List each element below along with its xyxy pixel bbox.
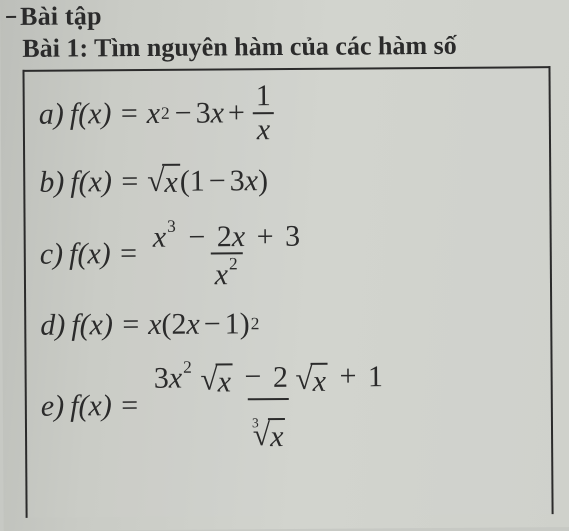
b-x: x	[245, 166, 259, 196]
c-frac: x3 − 2x + 3 x2	[149, 216, 305, 292]
item-b-label: b)	[39, 167, 64, 197]
item-a-label: a)	[39, 99, 64, 129]
d-op: −	[204, 309, 221, 339]
section-heading-text: Bài tập	[20, 1, 102, 31]
e-cbrt-rad: x	[268, 418, 286, 453]
a-frac: 1 x	[252, 80, 275, 145]
c-op1: −	[188, 220, 205, 253]
a-frac-den: x	[253, 112, 275, 146]
heading-dash	[6, 16, 16, 18]
c-x-pow: 3	[167, 216, 176, 236]
b-surd: √	[147, 164, 165, 199]
d-open: (2	[161, 309, 186, 339]
problem-box: a) f(x) = x2 − 3x + 1 x b) f(x) = √ x (1…	[22, 66, 553, 518]
d-close: 1)	[225, 309, 250, 339]
c-2x: x	[232, 220, 246, 253]
e-x2: 2	[183, 356, 192, 376]
a-x-pow: 2	[161, 105, 170, 122]
c-den-x: x	[215, 258, 229, 291]
a-op1: −	[175, 98, 192, 128]
a-op2: +	[228, 98, 245, 128]
item-e: e) f(x) = 3x2 √x − 2 √x + 1 3 √ x	[41, 355, 538, 455]
item-c-lhs: f(x) =	[69, 239, 139, 269]
e-2: 2	[273, 360, 288, 393]
e-rad1: x	[216, 363, 234, 398]
item-a-lhs: f(x) =	[70, 99, 140, 129]
c-den: x2	[211, 253, 243, 292]
e-rad2: x	[311, 362, 329, 397]
d-inner-x: x	[186, 309, 200, 339]
e-x: x	[169, 361, 183, 394]
e-sqrt1: √x	[200, 363, 233, 398]
b-sqrt: √ x	[147, 164, 180, 199]
d-pow: 2	[251, 315, 260, 332]
c-3: 3	[285, 220, 300, 253]
section-heading: Bài tập	[6, 0, 559, 32]
item-c-label: c)	[40, 240, 64, 270]
c-op2: +	[257, 220, 274, 253]
e-op1: −	[244, 361, 261, 394]
e-cbrt: 3 √ x	[252, 418, 286, 453]
item-b-lhs: f(x) =	[70, 167, 140, 197]
item-d-lhs: f(x) =	[71, 310, 141, 340]
c-x: x	[153, 221, 167, 254]
page: Bài tập Bài 1: Tìm nguyên hàm của các hà…	[0, 0, 569, 531]
b-open: (1	[180, 166, 205, 196]
b-op: −	[209, 166, 226, 196]
item-d: d) f(x) = x(2x − 1)2	[40, 307, 536, 340]
e-sqrt2: √x	[295, 362, 328, 397]
item-d-label: d)	[40, 310, 65, 340]
problem-heading-text: Bài 1: Tìm nguyên hàm của các hàm số	[22, 31, 457, 63]
e-3: 3	[154, 361, 169, 394]
b-radicand: x	[162, 164, 180, 199]
e-num: 3x2 √x − 2 √x + 1	[150, 356, 387, 399]
c-2: 2	[217, 220, 232, 253]
a-x: x	[147, 98, 161, 128]
item-b: b) f(x) = √ x (1 − 3x)	[39, 161, 535, 199]
item-a: a) f(x) = x2 − 3x + 1 x	[39, 78, 535, 146]
b-3: 3	[230, 166, 245, 196]
d-x: x	[148, 309, 162, 339]
e-op2: +	[339, 360, 356, 393]
e-surd2: √	[295, 363, 313, 398]
e-frac: 3x2 √x − 2 √x + 1 3 √ x	[150, 356, 388, 454]
e-surd1: √	[200, 364, 218, 399]
c-num: x3 − 2x + 3	[149, 216, 304, 253]
a-3: 3	[196, 98, 211, 128]
item-e-label: e)	[41, 391, 65, 421]
b-close: )	[258, 166, 268, 196]
item-e-lhs: f(x) =	[70, 391, 140, 421]
e-cbrt-idx: 3	[252, 416, 259, 430]
a-3x: x	[211, 98, 225, 128]
e-den: 3 √ x	[248, 398, 290, 454]
e-1: 1	[368, 360, 383, 393]
c-den-pow: 2	[229, 254, 238, 274]
item-c: c) f(x) = x3 − 2x + 3 x2	[40, 214, 537, 292]
problem-heading: Bài 1: Tìm nguyên hàm của các hàm số	[22, 30, 559, 64]
a-frac-num: 1	[252, 80, 275, 112]
